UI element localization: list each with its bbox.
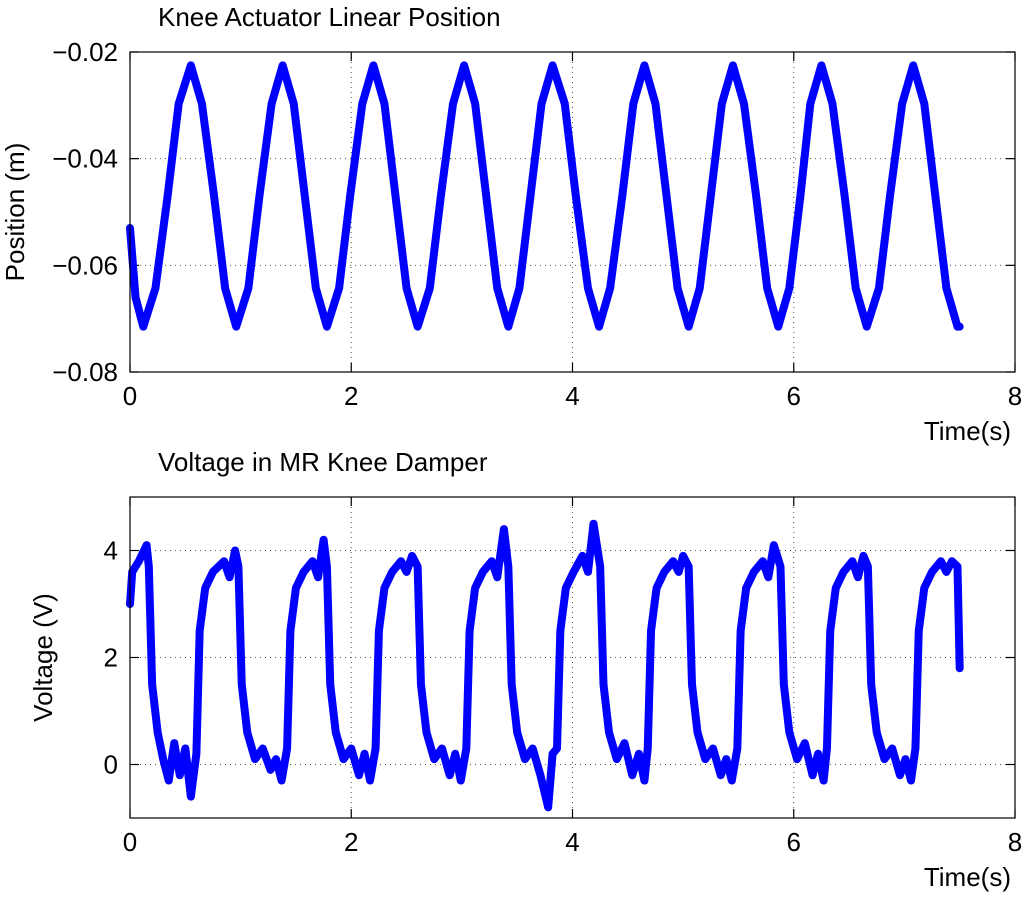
- y-axis-label: Voltage (V): [28, 593, 58, 722]
- x-tick-label: 0: [123, 381, 137, 411]
- chart-title: Voltage in MR Knee Damper: [158, 447, 488, 477]
- x-tick-label: 6: [787, 827, 801, 857]
- data-line: [126, 519, 964, 812]
- y-axis-label: Position (m): [0, 143, 30, 282]
- axes-box: [129, 496, 1016, 819]
- x-tick-label: 0: [123, 827, 137, 857]
- y-tick-label: −0.08: [52, 357, 118, 387]
- axes-box: [129, 51, 1016, 373]
- y-tick-label: −0.06: [52, 250, 118, 280]
- y-tick-label: −0.04: [52, 144, 118, 174]
- chart-title: Knee Actuator Linear Position: [158, 2, 501, 32]
- x-tick-label: 6: [787, 381, 801, 411]
- x-tick-label: 4: [565, 827, 579, 857]
- x-axis-label: Time(s): [924, 416, 1011, 446]
- x-tick-label: 2: [344, 827, 358, 857]
- y-tick-label: −0.02: [52, 37, 118, 67]
- x-tick-label: 2: [344, 381, 358, 411]
- y-tick-label: 0: [104, 750, 118, 780]
- x-axis-label: Time(s): [924, 862, 1011, 892]
- y-tick-label: 4: [104, 536, 118, 566]
- x-tick-label: 8: [1008, 381, 1022, 411]
- x-tick-label: 8: [1008, 827, 1022, 857]
- x-tick-label: 4: [565, 381, 579, 411]
- y-tick-label: 2: [104, 643, 118, 673]
- data-line: [126, 61, 964, 331]
